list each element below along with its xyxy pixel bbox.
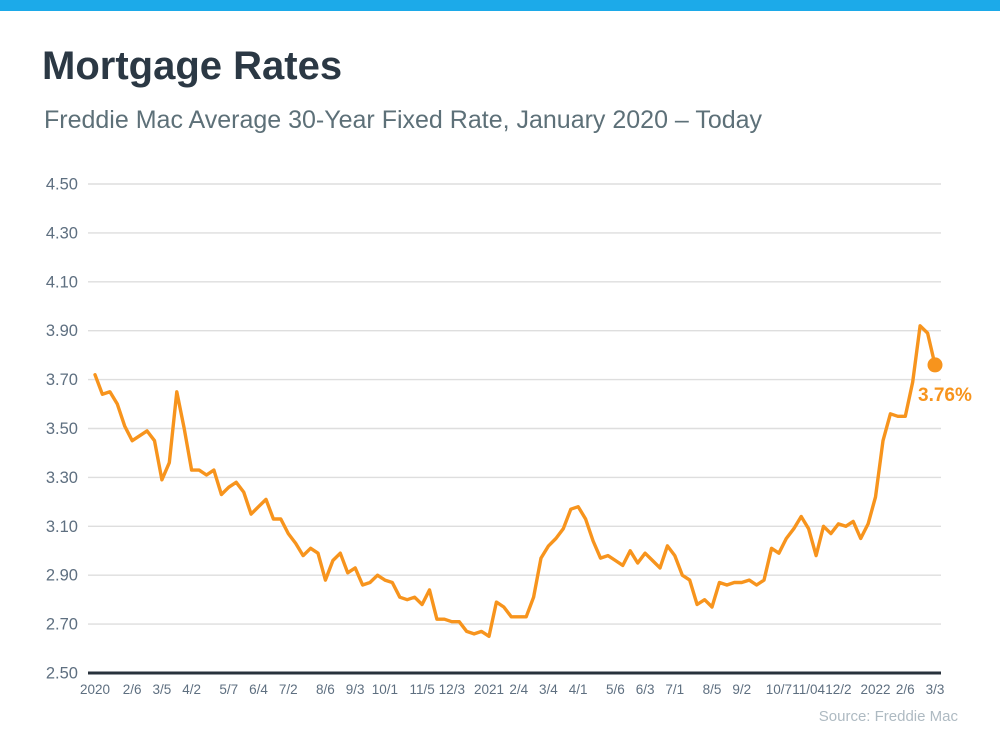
x-tick-label: 8/5	[703, 682, 722, 697]
y-tick-label: 3.90	[46, 322, 78, 340]
x-tick-label: 7/1	[665, 682, 684, 697]
rate-line	[93, 324, 937, 638]
y-tick-label: 4.30	[46, 224, 78, 242]
current-rate-label: 3.76%	[918, 385, 972, 406]
y-tick-label: 4.50	[46, 176, 78, 194]
x-tick-label: 11/5	[409, 682, 434, 697]
x-tick-label: 12/3	[439, 682, 465, 697]
x-tick-label: 10/7	[766, 682, 792, 697]
x-tick-label: 9/3	[346, 682, 365, 697]
y-tick-label: 3.50	[46, 420, 78, 438]
x-tick-label: 9/2	[732, 682, 751, 697]
x-tick-label: 7/2	[279, 682, 298, 697]
y-tick-label: 3.10	[46, 518, 78, 536]
x-tick-label: 2020	[80, 682, 110, 697]
x-tick-label: 6/3	[636, 682, 655, 697]
x-tick-label: 5/7	[219, 682, 238, 697]
y-tick-label: 3.70	[46, 371, 78, 389]
x-tick-label: 2022	[861, 682, 891, 697]
y-tick-label: 2.50	[46, 665, 78, 683]
x-tick-label: 5/6	[606, 682, 625, 697]
x-tick-label: 3/4	[539, 682, 558, 697]
x-tick-label: 10/1	[372, 682, 398, 697]
current-rate-dot	[927, 357, 943, 373]
y-tick-label: 2.70	[46, 616, 78, 634]
x-tick-label: 4/2	[182, 682, 201, 697]
x-tick-label: 3/5	[153, 682, 172, 697]
top-accent-bar	[0, 0, 1000, 11]
page-title: Mortgage Rates	[42, 44, 343, 88]
x-tick-label: 11/04	[792, 682, 825, 697]
x-tick-label: 6/4	[249, 682, 268, 697]
y-tick-label: 3.30	[46, 469, 78, 487]
x-tick-label: 2/6	[123, 682, 142, 697]
x-tick-label: 12/2	[825, 682, 851, 697]
x-tick-label: 4/1	[569, 682, 588, 697]
source-caption: Source: Freddie Mac	[818, 708, 958, 725]
x-tick-label: 2/4	[509, 682, 528, 697]
y-tick-label: 2.90	[46, 567, 78, 585]
chart-subtitle: Freddie Mac Average 30-Year Fixed Rate, …	[44, 106, 763, 134]
x-tick-label: 2/6	[896, 682, 915, 697]
x-tick-label: 8/6	[316, 682, 335, 697]
x-tick-label: 2021	[474, 682, 504, 697]
y-tick-label: 4.10	[46, 273, 78, 291]
x-tick-label: 3/3	[926, 682, 945, 697]
